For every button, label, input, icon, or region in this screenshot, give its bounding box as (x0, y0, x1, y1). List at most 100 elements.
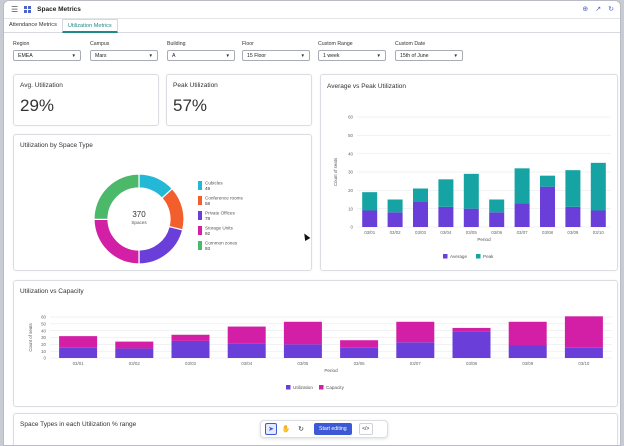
custom-range-filter: Custom Range 1 week ▼ (318, 41, 386, 61)
x-tick-label: 03/02 (390, 230, 402, 235)
tab-attendance-metrics[interactable]: Attendance Metrics (9, 22, 57, 28)
legend-label-4: Common zones (205, 241, 238, 246)
legend-label-capacity: Capacity (326, 385, 345, 390)
building-filter: Building A ▼ (167, 41, 235, 61)
x-tick-label: 03/10 (578, 361, 590, 366)
avg-peak-chart: Average vs Peak Utilization 0 10 20 30 40 50 6… (327, 83, 611, 259)
floor-value: 15 Floor (247, 53, 267, 59)
legend-label-3: Storage Units (205, 226, 234, 231)
y-tick-label: 0 (44, 356, 47, 361)
avg-utilization-value: 29% (20, 96, 55, 115)
capacity-card: Utilization vs Capacity 0 10 20 30 40 50 60 03/… (13, 280, 618, 407)
building-select[interactable]: A ▼ (167, 50, 235, 61)
start-editing-button[interactable]: Start editing (314, 423, 352, 435)
avg-utilization-card: Avg. Utilization 29% (13, 74, 159, 126)
filter-bar: Region EMEA ▼ Campus Mars ▼ Building A ▼ Fl… (4, 41, 620, 67)
floor-select[interactable]: 15 Floor ▼ (242, 50, 310, 61)
bar-peak-6 (514, 168, 530, 204)
capacity-title: Utilization vs Capacity (20, 288, 84, 295)
bar-capacity-6 (396, 321, 435, 343)
x-tick-label: 03/08 (466, 361, 478, 366)
custom-date-filter: Custom Date 15th of June ▼ (395, 41, 463, 61)
legend-label-2: Private Offices (205, 211, 235, 216)
space-type-card: Utilization by Space Type 370 Spaces Cub… (13, 134, 312, 271)
legend-value-2: 78 (205, 216, 211, 221)
x-tick-label: 03/06 (354, 361, 366, 366)
bar-average-7 (540, 186, 555, 227)
custom-date-label: Custom Date (395, 41, 426, 47)
refresh-icon[interactable]: ↻ (608, 6, 614, 13)
bar-average-0 (362, 210, 378, 227)
pointer-icon[interactable]: ➤ (265, 423, 277, 435)
bar-capacity-8 (508, 321, 547, 346)
title-actions: ⊕ ↗ ↻ (582, 5, 614, 14)
custom-range-select[interactable]: 1 week ▼ (318, 50, 386, 61)
legend-swatch-peak (476, 254, 481, 259)
x-tick-label: 03/04 (440, 230, 452, 235)
y-tick-label: 10 (41, 349, 46, 354)
bar-average-4 (463, 208, 479, 227)
custom-range-label: Custom Range (318, 41, 353, 47)
peak-utilization-title: Peak Utilization (173, 82, 218, 89)
bar-utilization-1 (115, 348, 154, 358)
bar-utilization-3 (227, 343, 266, 358)
title-bar: ☰ Space Metrics ⊕ ↗ ↻ (4, 1, 620, 19)
y-axis-label: Count of seats (28, 323, 33, 352)
bar-peak-7 (540, 175, 555, 187)
floor-filter: Floor 15 Floor ▼ (242, 41, 310, 61)
y-tick-label: 20 (41, 342, 46, 347)
x-tick-label: 03/04 (241, 361, 253, 366)
donut-center-label: Spaces (131, 220, 147, 225)
bar-peak-3 (438, 179, 454, 207)
avg-utilization-title: Avg. Utilization (20, 82, 63, 89)
code-button[interactable]: </> (358, 423, 373, 435)
chevron-down-icon: ▼ (376, 53, 381, 58)
x-tick-label: 03/08 (542, 230, 554, 235)
region-select[interactable]: EMEA ▼ (13, 50, 81, 61)
avg-peak-card: Average vs Peak Utilization 0 10 20 30 40 50 6… (320, 74, 618, 271)
chevron-down-icon: ▼ (453, 53, 458, 58)
bar-utilization-4 (283, 344, 322, 358)
bar-capacity-2 (171, 334, 210, 341)
bar-peak-9 (590, 162, 606, 211)
bar-capacity-5 (340, 340, 379, 348)
tab-utilization-metrics[interactable]: Utilization Metrics (61, 19, 118, 33)
x-tick-label: 03/09 (567, 230, 579, 235)
legend-label-1: Conference rooms (205, 196, 243, 201)
legend-swatch-0 (198, 181, 202, 190)
x-tick-label: 03/01 (364, 230, 376, 235)
bar-capacity-3 (227, 326, 266, 344)
space-types-range-title: Space Types in each Utilization % range (20, 421, 137, 428)
x-tick-label: 03/07 (410, 361, 422, 366)
y-tick-label: 20 (348, 188, 353, 193)
legend-label-utilization: Utilization (293, 385, 313, 390)
bar-peak-5 (489, 199, 505, 213)
campus-label: Campus (90, 41, 110, 47)
donut-slice-4 (93, 173, 140, 220)
bar-peak-4 (463, 173, 479, 209)
building-label: Building (167, 41, 186, 47)
campus-select[interactable]: Mars ▼ (90, 50, 158, 61)
bar-utilization-7 (452, 331, 491, 358)
x-tick-label: 03/01 (73, 361, 85, 366)
bar-utilization-8 (508, 345, 547, 358)
y-axis-label: Count of seats (333, 157, 338, 186)
bar-average-1 (387, 212, 403, 227)
open-external-icon[interactable]: ↗ (595, 6, 602, 13)
legend-label-0: Cubicles (205, 181, 223, 186)
redo-icon[interactable]: ↻ (298, 426, 304, 433)
peak-utilization-value: 57% (173, 96, 208, 115)
x-axis-label: Period (477, 237, 491, 242)
custom-date-select[interactable]: 15th of June ▼ (395, 50, 463, 61)
legend-swatch-average (443, 254, 448, 259)
bar-capacity-9 (564, 316, 603, 348)
plus-circle-icon[interactable]: ⊕ (582, 6, 589, 13)
y-tick-label: 40 (41, 328, 46, 333)
tab-bar: Attendance Metrics Utilization Metrics (4, 19, 620, 33)
hand-icon[interactable]: ✋ (281, 426, 291, 433)
y-tick-label: 60 (41, 315, 46, 320)
hamburger-icon[interactable]: ☰ (11, 5, 19, 14)
bar-capacity-0 (59, 336, 98, 348)
campus-filter: Campus Mars ▼ (90, 41, 158, 61)
